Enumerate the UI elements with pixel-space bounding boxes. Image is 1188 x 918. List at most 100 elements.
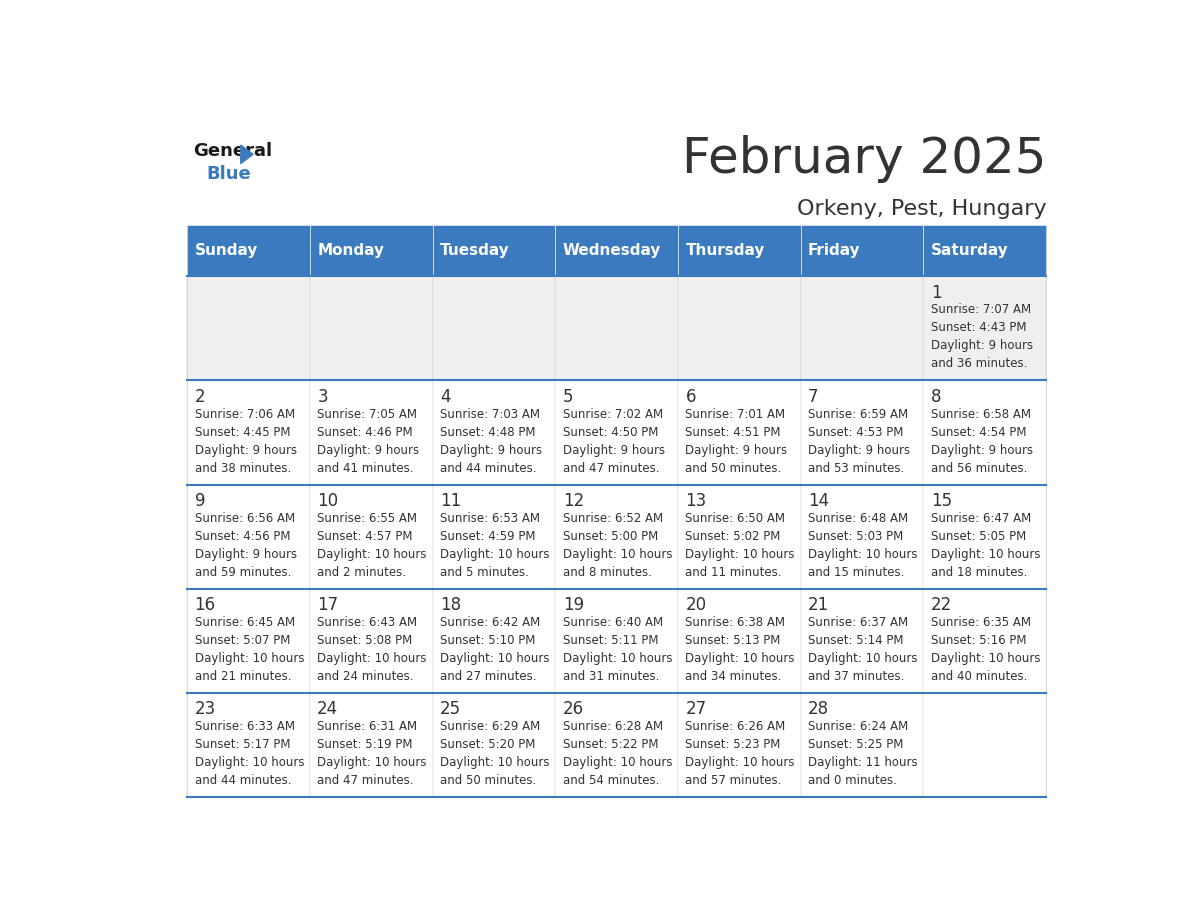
Bar: [923, 485, 1047, 588]
Text: 15: 15: [931, 492, 952, 509]
Text: 1: 1: [931, 284, 941, 302]
Text: 24: 24: [317, 700, 339, 718]
Text: Sunday: Sunday: [195, 243, 258, 258]
Bar: [923, 588, 1047, 693]
Text: 9: 9: [195, 492, 206, 509]
Polygon shape: [241, 145, 253, 163]
Text: Sunrise: 7:07 AM
Sunset: 4:43 PM
Daylight: 9 hours
and 36 minutes.: Sunrise: 7:07 AM Sunset: 4:43 PM Dayligh…: [931, 303, 1032, 370]
Text: Sunrise: 6:56 AM
Sunset: 4:56 PM
Daylight: 9 hours
and 59 minutes.: Sunrise: 6:56 AM Sunset: 4:56 PM Dayligh…: [195, 511, 297, 578]
Bar: [432, 485, 555, 588]
Text: Sunrise: 7:01 AM
Sunset: 4:51 PM
Daylight: 9 hours
and 50 minutes.: Sunrise: 7:01 AM Sunset: 4:51 PM Dayligh…: [685, 408, 788, 475]
Bar: [923, 693, 1047, 797]
Text: 14: 14: [808, 492, 829, 509]
Bar: [555, 276, 678, 380]
Text: Sunrise: 7:03 AM
Sunset: 4:48 PM
Daylight: 9 hours
and 44 minutes.: Sunrise: 7:03 AM Sunset: 4:48 PM Dayligh…: [440, 408, 542, 475]
Text: 2: 2: [195, 387, 206, 406]
Bar: [678, 693, 801, 797]
Text: Sunrise: 6:28 AM
Sunset: 5:22 PM
Daylight: 10 hours
and 54 minutes.: Sunrise: 6:28 AM Sunset: 5:22 PM Dayligh…: [563, 720, 672, 787]
Bar: [310, 225, 432, 276]
Text: 4: 4: [440, 387, 450, 406]
Bar: [801, 225, 923, 276]
Bar: [188, 276, 310, 380]
Text: 22: 22: [931, 596, 952, 614]
Bar: [555, 588, 678, 693]
Bar: [555, 693, 678, 797]
Text: 20: 20: [685, 596, 707, 614]
Bar: [678, 485, 801, 588]
Bar: [432, 276, 555, 380]
Bar: [678, 588, 801, 693]
Bar: [555, 380, 678, 485]
Bar: [923, 380, 1047, 485]
Text: Sunrise: 6:53 AM
Sunset: 4:59 PM
Daylight: 10 hours
and 5 minutes.: Sunrise: 6:53 AM Sunset: 4:59 PM Dayligh…: [440, 511, 550, 578]
Text: 25: 25: [440, 700, 461, 718]
Text: 27: 27: [685, 700, 707, 718]
Text: 19: 19: [563, 596, 583, 614]
Bar: [432, 588, 555, 693]
Text: Sunrise: 6:24 AM
Sunset: 5:25 PM
Daylight: 11 hours
and 0 minutes.: Sunrise: 6:24 AM Sunset: 5:25 PM Dayligh…: [808, 720, 918, 787]
Bar: [310, 276, 432, 380]
Text: Sunrise: 6:37 AM
Sunset: 5:14 PM
Daylight: 10 hours
and 37 minutes.: Sunrise: 6:37 AM Sunset: 5:14 PM Dayligh…: [808, 616, 917, 683]
Text: Thursday: Thursday: [685, 243, 765, 258]
Text: 21: 21: [808, 596, 829, 614]
Bar: [801, 380, 923, 485]
Bar: [801, 588, 923, 693]
Bar: [188, 225, 310, 276]
Bar: [801, 485, 923, 588]
Text: Sunrise: 7:02 AM
Sunset: 4:50 PM
Daylight: 9 hours
and 47 minutes.: Sunrise: 7:02 AM Sunset: 4:50 PM Dayligh…: [563, 408, 665, 475]
Text: 3: 3: [317, 387, 328, 406]
Text: 16: 16: [195, 596, 216, 614]
Text: Tuesday: Tuesday: [440, 243, 510, 258]
Text: Sunrise: 6:47 AM
Sunset: 5:05 PM
Daylight: 10 hours
and 18 minutes.: Sunrise: 6:47 AM Sunset: 5:05 PM Dayligh…: [931, 511, 1041, 578]
Bar: [432, 380, 555, 485]
Bar: [310, 380, 432, 485]
Text: Sunrise: 6:43 AM
Sunset: 5:08 PM
Daylight: 10 hours
and 24 minutes.: Sunrise: 6:43 AM Sunset: 5:08 PM Dayligh…: [317, 616, 426, 683]
Bar: [432, 693, 555, 797]
Text: Sunrise: 6:29 AM
Sunset: 5:20 PM
Daylight: 10 hours
and 50 minutes.: Sunrise: 6:29 AM Sunset: 5:20 PM Dayligh…: [440, 720, 550, 787]
Text: Sunrise: 6:26 AM
Sunset: 5:23 PM
Daylight: 10 hours
and 57 minutes.: Sunrise: 6:26 AM Sunset: 5:23 PM Dayligh…: [685, 720, 795, 787]
Bar: [923, 276, 1047, 380]
Text: Saturday: Saturday: [931, 243, 1009, 258]
Text: 18: 18: [440, 596, 461, 614]
Text: 7: 7: [808, 387, 819, 406]
Bar: [188, 485, 310, 588]
Text: Sunrise: 6:59 AM
Sunset: 4:53 PM
Daylight: 9 hours
and 53 minutes.: Sunrise: 6:59 AM Sunset: 4:53 PM Dayligh…: [808, 408, 910, 475]
Text: 8: 8: [931, 387, 941, 406]
Text: 26: 26: [563, 700, 583, 718]
Text: Sunrise: 6:45 AM
Sunset: 5:07 PM
Daylight: 10 hours
and 21 minutes.: Sunrise: 6:45 AM Sunset: 5:07 PM Dayligh…: [195, 616, 304, 683]
Text: 23: 23: [195, 700, 216, 718]
Text: Sunrise: 7:05 AM
Sunset: 4:46 PM
Daylight: 9 hours
and 41 minutes.: Sunrise: 7:05 AM Sunset: 4:46 PM Dayligh…: [317, 408, 419, 475]
Text: 12: 12: [563, 492, 584, 509]
Text: Sunrise: 6:48 AM
Sunset: 5:03 PM
Daylight: 10 hours
and 15 minutes.: Sunrise: 6:48 AM Sunset: 5:03 PM Dayligh…: [808, 511, 917, 578]
Text: Wednesday: Wednesday: [563, 243, 661, 258]
Text: Sunrise: 6:31 AM
Sunset: 5:19 PM
Daylight: 10 hours
and 47 minutes.: Sunrise: 6:31 AM Sunset: 5:19 PM Dayligh…: [317, 720, 426, 787]
Text: Sunrise: 6:40 AM
Sunset: 5:11 PM
Daylight: 10 hours
and 31 minutes.: Sunrise: 6:40 AM Sunset: 5:11 PM Dayligh…: [563, 616, 672, 683]
Bar: [923, 225, 1047, 276]
Text: Sunrise: 6:50 AM
Sunset: 5:02 PM
Daylight: 10 hours
and 11 minutes.: Sunrise: 6:50 AM Sunset: 5:02 PM Dayligh…: [685, 511, 795, 578]
Text: Monday: Monday: [317, 243, 384, 258]
Text: Sunrise: 6:35 AM
Sunset: 5:16 PM
Daylight: 10 hours
and 40 minutes.: Sunrise: 6:35 AM Sunset: 5:16 PM Dayligh…: [931, 616, 1041, 683]
Bar: [801, 693, 923, 797]
Text: 17: 17: [317, 596, 339, 614]
Text: Friday: Friday: [808, 243, 861, 258]
Text: Sunrise: 7:06 AM
Sunset: 4:45 PM
Daylight: 9 hours
and 38 minutes.: Sunrise: 7:06 AM Sunset: 4:45 PM Dayligh…: [195, 408, 297, 475]
Text: Sunrise: 6:58 AM
Sunset: 4:54 PM
Daylight: 9 hours
and 56 minutes.: Sunrise: 6:58 AM Sunset: 4:54 PM Dayligh…: [931, 408, 1032, 475]
Bar: [432, 225, 555, 276]
Bar: [188, 588, 310, 693]
Text: 6: 6: [685, 387, 696, 406]
Text: Sunrise: 6:55 AM
Sunset: 4:57 PM
Daylight: 10 hours
and 2 minutes.: Sunrise: 6:55 AM Sunset: 4:57 PM Dayligh…: [317, 511, 426, 578]
Bar: [555, 225, 678, 276]
Bar: [678, 225, 801, 276]
Text: 13: 13: [685, 492, 707, 509]
Bar: [310, 693, 432, 797]
Text: Sunrise: 6:33 AM
Sunset: 5:17 PM
Daylight: 10 hours
and 44 minutes.: Sunrise: 6:33 AM Sunset: 5:17 PM Dayligh…: [195, 720, 304, 787]
Text: Blue: Blue: [207, 165, 252, 183]
Text: Sunrise: 6:42 AM
Sunset: 5:10 PM
Daylight: 10 hours
and 27 minutes.: Sunrise: 6:42 AM Sunset: 5:10 PM Dayligh…: [440, 616, 550, 683]
Text: 5: 5: [563, 387, 573, 406]
Bar: [310, 485, 432, 588]
Text: February 2025: February 2025: [682, 135, 1047, 183]
Text: Sunrise: 6:38 AM
Sunset: 5:13 PM
Daylight: 10 hours
and 34 minutes.: Sunrise: 6:38 AM Sunset: 5:13 PM Dayligh…: [685, 616, 795, 683]
Bar: [310, 588, 432, 693]
Bar: [801, 276, 923, 380]
Bar: [188, 380, 310, 485]
